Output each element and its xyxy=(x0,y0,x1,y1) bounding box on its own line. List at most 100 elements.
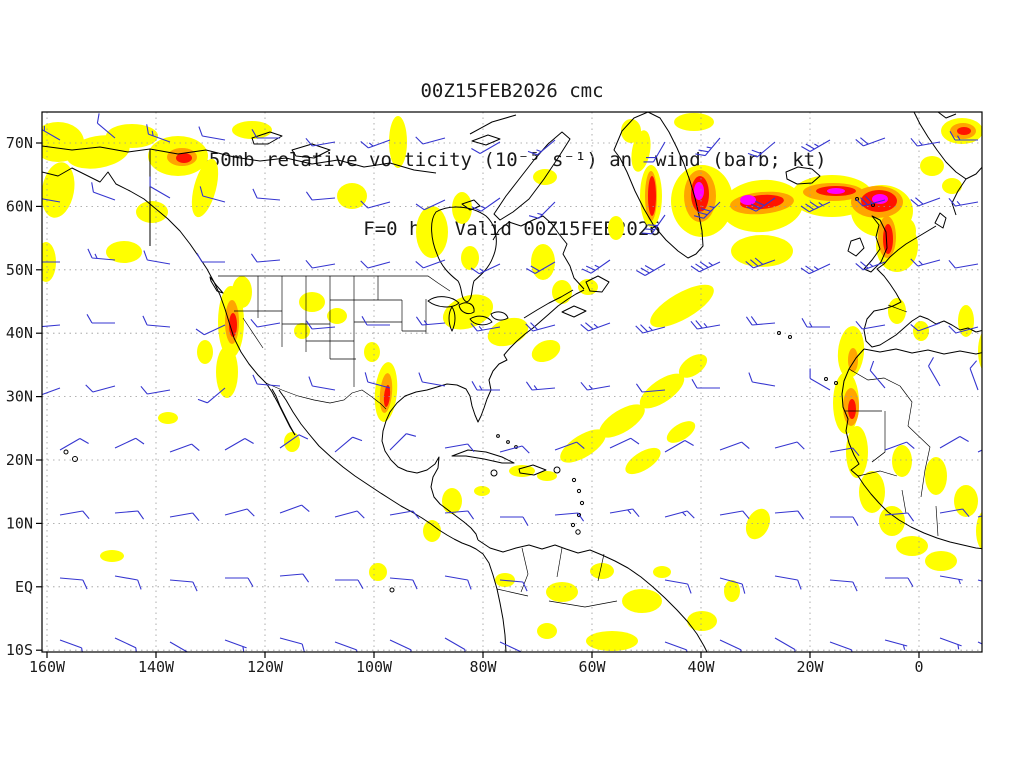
vorticity-region xyxy=(740,195,756,205)
coastline xyxy=(523,289,574,319)
wind-barb xyxy=(499,641,522,652)
wind-barb xyxy=(884,512,915,522)
coastline xyxy=(934,212,947,229)
coastline xyxy=(913,112,982,180)
wind-barb xyxy=(364,372,391,389)
wind-barb xyxy=(42,260,60,263)
coastline xyxy=(613,112,704,259)
vorticity-region xyxy=(648,176,656,216)
vorticity-region xyxy=(621,119,641,143)
lat-tick-label: 70N xyxy=(6,134,33,152)
wind-barb xyxy=(829,641,853,652)
wind-barb xyxy=(334,436,363,453)
vorticity-region xyxy=(942,178,962,194)
vorticity-region xyxy=(846,426,868,478)
lat-tick-label: 50N xyxy=(6,261,33,279)
wind-barb xyxy=(444,637,466,652)
wind-barb xyxy=(636,263,666,276)
wind-barb xyxy=(801,139,831,152)
wind-barb xyxy=(801,318,830,328)
wind-barb xyxy=(664,579,692,594)
vorticity-region xyxy=(625,447,661,475)
lat-tick-label: 40N xyxy=(6,324,33,342)
vorticity-region xyxy=(299,292,325,312)
coastline xyxy=(427,296,460,308)
coastline xyxy=(458,302,475,315)
vorticity-region xyxy=(531,244,555,280)
wind-barb xyxy=(114,510,145,520)
island xyxy=(389,587,395,593)
wind-barb xyxy=(142,315,171,328)
political-border xyxy=(242,317,264,349)
wind-barb xyxy=(809,368,831,391)
wind-barb xyxy=(169,443,200,453)
coastline xyxy=(461,199,481,211)
wind-barb xyxy=(499,579,528,592)
coastline xyxy=(477,539,708,652)
wind-barb xyxy=(691,379,720,389)
wind-barb xyxy=(580,381,611,391)
vorticity-region xyxy=(913,321,929,341)
coastline xyxy=(209,276,224,294)
wind-barb xyxy=(444,443,475,453)
vorticity-region xyxy=(724,580,740,602)
wind-barb xyxy=(830,516,859,526)
coastline xyxy=(381,298,569,541)
political-border xyxy=(901,489,907,514)
vorticity-region xyxy=(364,342,380,362)
wind-barb xyxy=(580,322,611,332)
wind-barb xyxy=(305,191,336,201)
coastline xyxy=(561,305,587,318)
wind-barb xyxy=(609,508,640,518)
wind-barb xyxy=(279,637,305,652)
vorticity-region xyxy=(100,550,124,562)
political-border xyxy=(218,275,451,292)
vorticity-region xyxy=(639,373,685,409)
wind-barb xyxy=(415,259,446,269)
wind-barb xyxy=(305,259,336,269)
vorticity-region xyxy=(622,589,662,613)
vorticity-region xyxy=(859,471,885,513)
wind-barb xyxy=(948,325,979,334)
wind-barb xyxy=(305,320,336,330)
vorticity-region xyxy=(957,127,971,135)
wind-barb xyxy=(224,438,254,451)
wind-barb xyxy=(948,197,979,207)
wind-barb xyxy=(42,126,61,141)
political-border xyxy=(899,385,913,427)
wind-barb xyxy=(114,575,142,590)
wind-barb xyxy=(389,577,418,590)
island xyxy=(834,381,838,385)
wind-barb xyxy=(855,320,886,330)
wind-barb xyxy=(719,510,750,520)
island xyxy=(496,434,500,438)
wind-barb xyxy=(252,374,281,387)
wind-barb xyxy=(149,176,171,199)
wind-barb xyxy=(196,253,225,263)
wind-barb xyxy=(969,360,979,391)
wind-barb xyxy=(745,316,776,326)
lat-tick-label: 30N xyxy=(6,388,33,406)
vorticity-region xyxy=(389,116,407,168)
island xyxy=(63,449,69,455)
wind-barb xyxy=(554,512,585,522)
lat-tick-label: EQ xyxy=(15,578,33,596)
coastline xyxy=(863,348,982,355)
wind-barb xyxy=(869,360,886,389)
wind-barb xyxy=(664,440,694,453)
wind-barb xyxy=(415,136,446,145)
wind-barb xyxy=(444,575,472,590)
vorticity-region xyxy=(976,511,982,551)
vorticity-region xyxy=(42,162,75,218)
title-line-model: 00Z15FEB2026 cmc xyxy=(420,80,604,102)
vorticity-region xyxy=(158,412,178,424)
vorticity-region xyxy=(653,566,671,578)
vorticity-region xyxy=(888,298,906,324)
lon-tick-label: 20W xyxy=(796,658,824,676)
vorticity-region xyxy=(896,536,928,556)
wind-barb xyxy=(198,126,226,141)
island xyxy=(575,529,581,535)
vorticity-region xyxy=(978,332,982,370)
